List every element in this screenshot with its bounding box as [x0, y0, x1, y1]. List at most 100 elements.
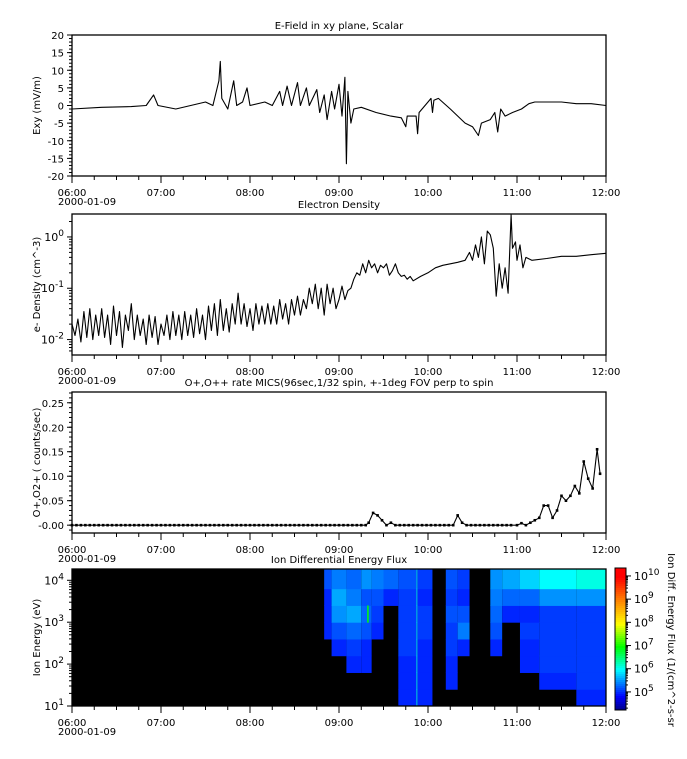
- data-point: [582, 460, 586, 463]
- data-point: [75, 523, 78, 527]
- y-tick-label: 0.25: [42, 399, 64, 410]
- colorbar-segment: [615, 644, 626, 647]
- colorbar-segment: [615, 596, 626, 599]
- y-tick-label: -5: [54, 119, 64, 130]
- data-point: [186, 523, 189, 527]
- y-axis-label: Exy (mV/m): [32, 76, 43, 135]
- colorbar-segment: [615, 574, 626, 577]
- x-tick-label: 10:00: [414, 545, 443, 556]
- data-point: [351, 523, 354, 527]
- y-tick-label: 100: [44, 229, 64, 244]
- heatmap-cell: [367, 605, 369, 623]
- heatmap-cell: [371, 568, 384, 590]
- x-tick-label: 11:00: [503, 718, 532, 729]
- data-point: [487, 523, 491, 527]
- heatmap-cell: [361, 638, 372, 657]
- heatmap-cell: [490, 568, 503, 590]
- date-label: 2000-01-09: [58, 727, 116, 738]
- colorbar-segment: [615, 590, 626, 593]
- data-point: [270, 523, 274, 527]
- data-point: [537, 516, 541, 520]
- panel-1: E-Field in xy plane, Scalar Exy (mV/m) 20 1…: [32, 21, 620, 208]
- data-point: [359, 523, 363, 527]
- colorbar-segment: [615, 570, 626, 573]
- colorbar-tick-label: 108: [634, 614, 654, 629]
- heatmap-cell: [490, 605, 503, 623]
- colorbar-segment: [615, 628, 626, 631]
- heatmap-cell: [324, 605, 332, 623]
- y-tick-label: 0.15: [42, 448, 64, 459]
- heatmap-cell: [576, 689, 606, 707]
- heatmap-cell: [346, 588, 362, 606]
- data-point: [367, 521, 370, 525]
- colorbar-segment: [615, 572, 626, 575]
- panel-title: Electron Density: [298, 200, 380, 211]
- heatmap-cell: [361, 605, 372, 623]
- data-point: [429, 523, 433, 527]
- colorbar-tick-label: 107: [634, 638, 654, 653]
- data-point: [416, 523, 419, 527]
- panel-3: O+,O++ rate MICS(96sec,1/32 spin, +-1deg…: [32, 378, 620, 565]
- y-tick-label: -0.00: [38, 521, 64, 532]
- data-point: [491, 523, 495, 527]
- heatmap-cell: [361, 568, 372, 590]
- colorbar-segment: [615, 696, 626, 699]
- data-point: [598, 472, 602, 476]
- data-point: [385, 523, 388, 527]
- heatmap-cell: [346, 568, 362, 590]
- data-point: [342, 523, 345, 527]
- colorbar-segment: [615, 580, 626, 583]
- data-point: [257, 523, 261, 527]
- data-point: [119, 523, 123, 527]
- data-point: [394, 523, 397, 527]
- data-point: [173, 523, 176, 527]
- x-tick-label: 09:00: [325, 188, 354, 199]
- y-tick-label: 5: [58, 84, 64, 95]
- y-tick-label: 20: [51, 31, 64, 42]
- data-point: [407, 523, 411, 527]
- data-point: [411, 523, 415, 527]
- colorbar-label: Ion Diff. Energy Flux (1/(cm^2-s-sr: [665, 553, 676, 728]
- data-point: [595, 447, 599, 451]
- y-tick-label: 102: [44, 656, 64, 671]
- data-point: [302, 523, 305, 527]
- data-point: [266, 523, 270, 527]
- colorbar-segment: [615, 614, 626, 617]
- colorbar-segment: [615, 692, 626, 695]
- data-point: [546, 504, 550, 507]
- data-point: [376, 514, 379, 517]
- x-tick-label: 06:00: [58, 545, 87, 556]
- data-point: [478, 523, 482, 527]
- data-point: [213, 523, 216, 527]
- y-tick-label: 104: [44, 572, 64, 587]
- y-tick-label: 0.05: [42, 497, 64, 508]
- colorbar-segment: [615, 600, 626, 603]
- colorbar-segment: [615, 618, 626, 621]
- colorbar-segment: [615, 612, 626, 615]
- heatmap-cell: [371, 622, 384, 640]
- data-point: [524, 523, 528, 527]
- data-point: [199, 523, 203, 527]
- heatmap-cell: [539, 672, 577, 690]
- data-point: [204, 523, 207, 527]
- data-point: [333, 523, 336, 527]
- data-point: [181, 523, 185, 527]
- panel-title: Ion Differential Energy Flux: [271, 555, 407, 566]
- x-tick-label: 11:00: [503, 545, 532, 556]
- colorbar-segment: [615, 698, 626, 701]
- series-line: [71, 60, 607, 165]
- data-point: [337, 523, 341, 527]
- data-point: [141, 523, 145, 527]
- data-point: [311, 523, 314, 527]
- heatmap-cell: [361, 655, 372, 673]
- heatmap-cell: [398, 622, 417, 640]
- heatmap-cell: [417, 568, 433, 590]
- heatmap-cell: [346, 622, 362, 640]
- x-tick-label: 08:00: [236, 545, 265, 556]
- data-point: [79, 523, 83, 527]
- heatmap-cell: [416, 588, 418, 606]
- x-tick-label: 12:00: [592, 188, 621, 199]
- colorbar-segment: [615, 680, 626, 683]
- heatmap-cell: [398, 672, 417, 690]
- heatmap-cell: [331, 605, 347, 623]
